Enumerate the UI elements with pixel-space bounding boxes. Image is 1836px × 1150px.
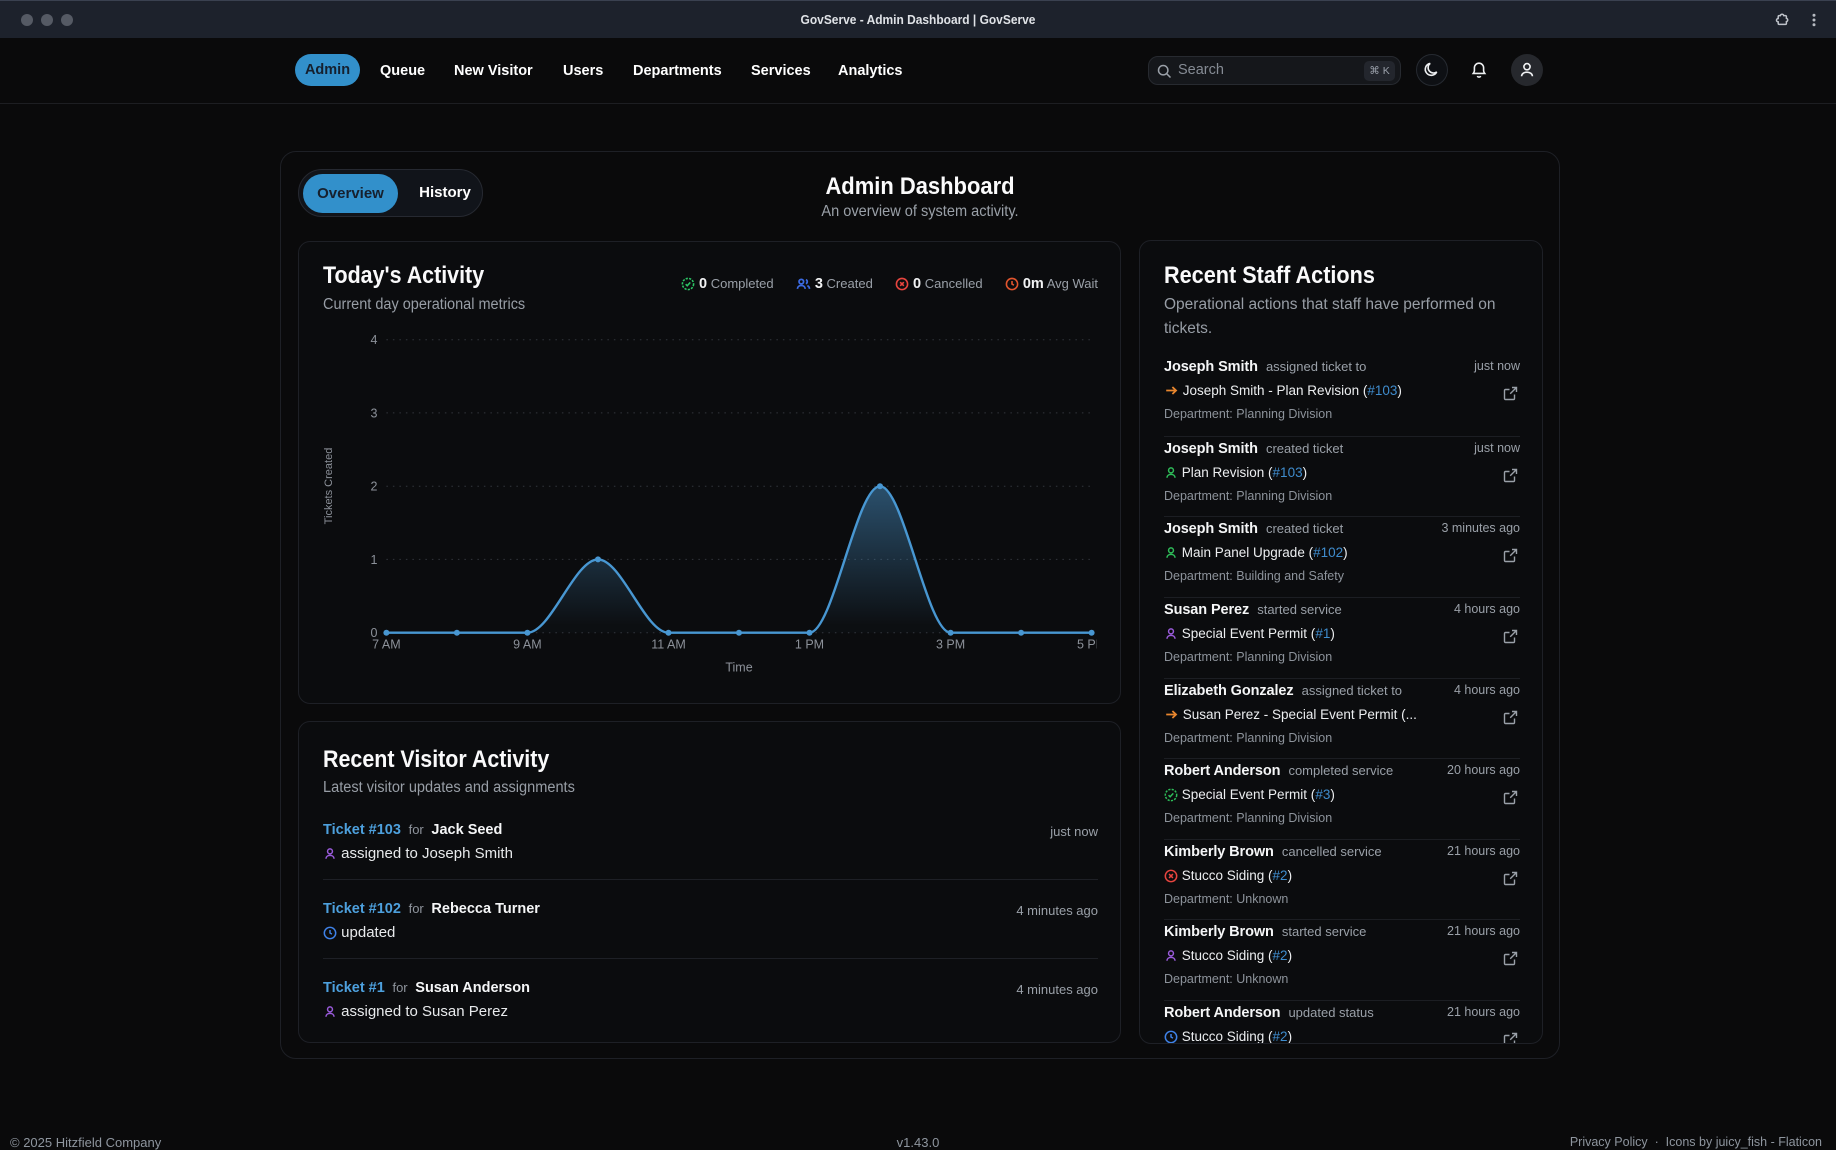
svg-text:3: 3 <box>370 406 377 420</box>
svg-text:7 AM: 7 AM <box>372 638 401 652</box>
svg-text:0: 0 <box>370 626 377 640</box>
svg-text:9 AM: 9 AM <box>513 638 542 652</box>
svg-text:11 AM: 11 AM <box>651 638 686 652</box>
svg-text:Tickets Created: Tickets Created <box>323 448 335 525</box>
svg-text:Time: Time <box>725 661 752 675</box>
svg-text:5 PM: 5 PM <box>1077 638 1097 652</box>
svg-text:1: 1 <box>370 553 377 567</box>
svg-text:1 PM: 1 PM <box>795 638 824 652</box>
svg-text:4: 4 <box>370 333 377 347</box>
svg-text:3 PM: 3 PM <box>936 638 965 652</box>
svg-text:2: 2 <box>370 480 377 494</box>
